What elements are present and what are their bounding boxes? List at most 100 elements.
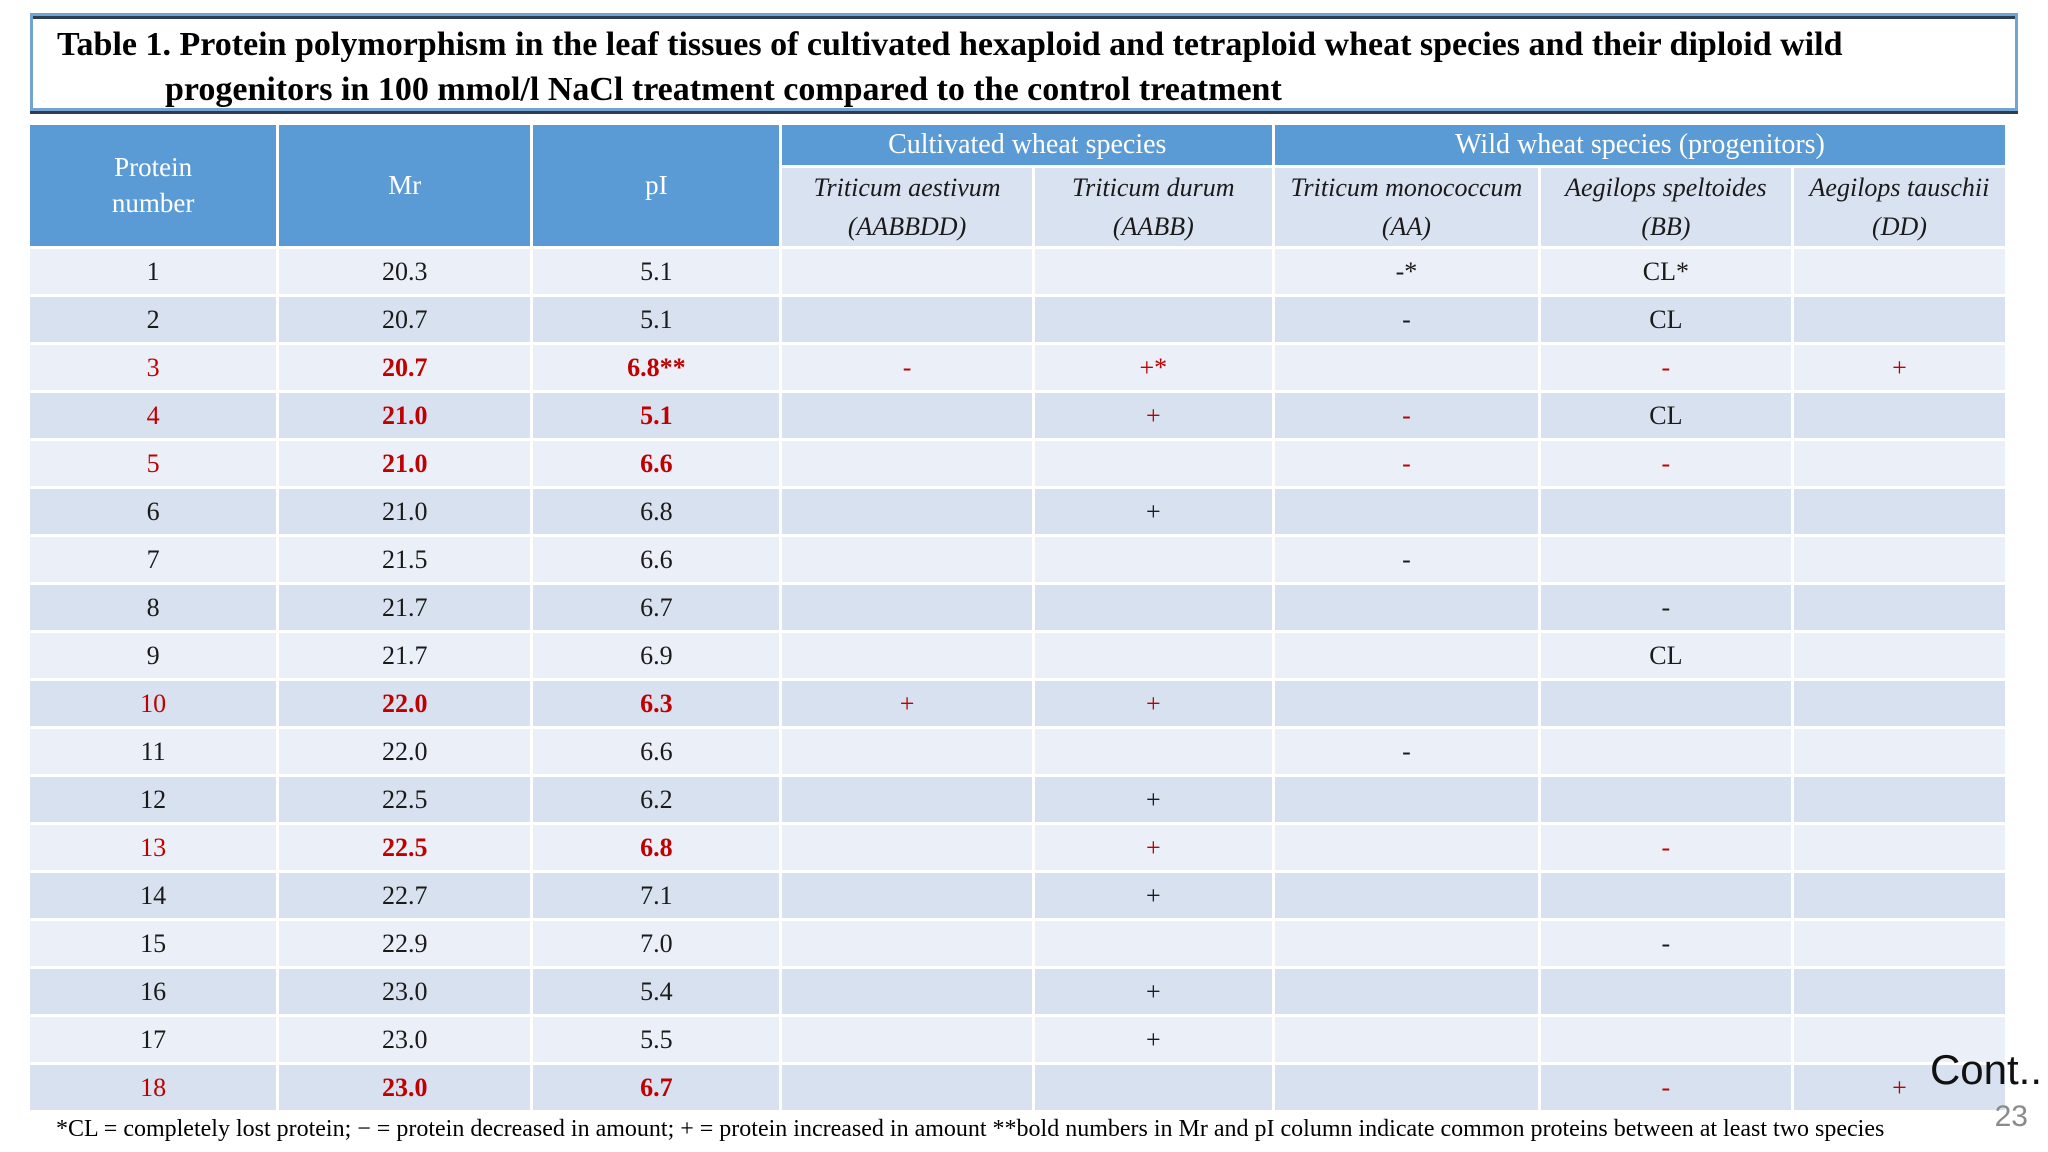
- tauschii-cell: [1793, 777, 2005, 822]
- monococcum-cell: [1275, 681, 1538, 726]
- monococcum-cell: -: [1275, 297, 1538, 342]
- mr-cell: 21.0: [279, 393, 531, 438]
- mr-cell: 21.5: [279, 537, 531, 582]
- speltoides-cell: -: [1540, 825, 1791, 870]
- speltoides-cell: [1540, 681, 1791, 726]
- mr-cell: 22.7: [279, 873, 531, 918]
- protein-number-cell: 2: [30, 297, 277, 342]
- tauschii-cell: [1793, 1017, 2005, 1062]
- durum-cell: +: [1034, 489, 1273, 534]
- tauschii-cell: [1793, 297, 2005, 342]
- speltoides-cell: -: [1540, 345, 1791, 390]
- monococcum-cell: [1275, 873, 1538, 918]
- durum-cell: [1034, 729, 1273, 774]
- mr-cell: 20.7: [279, 345, 531, 390]
- protein-number-cell: 6: [30, 489, 277, 534]
- speltoides-cell: -: [1540, 441, 1791, 486]
- speltoides-cell: CL*: [1540, 249, 1791, 294]
- durum-cell: +: [1034, 393, 1273, 438]
- speltoides-cell: [1540, 873, 1791, 918]
- table-row: 4 21.0 5.1 + - CL: [30, 393, 2005, 438]
- pi-cell: 6.2: [533, 777, 780, 822]
- speltoides-cell: -: [1540, 585, 1791, 630]
- species-genome: (BB): [1641, 212, 1691, 241]
- tauschii-cell: [1793, 249, 2005, 294]
- pi-cell: 5.1: [533, 297, 780, 342]
- protein-number-cell: 12: [30, 777, 277, 822]
- table-title-line1: Table 1. Protein polymorphism in the lea…: [57, 26, 1843, 63]
- group-header-cultivated: Cultivated wheat species: [782, 125, 1273, 165]
- table-row: 14 22.7 7.1 +: [30, 873, 2005, 918]
- tauschii-cell: [1793, 969, 2005, 1014]
- col-header-mr: Mr: [279, 125, 531, 246]
- aestivum-cell: [782, 249, 1032, 294]
- table-row: 13 22.5 6.8 + -: [30, 825, 2005, 870]
- monococcum-cell: -*: [1275, 249, 1538, 294]
- table-title: Table 1. Protein polymorphism in the lea…: [33, 16, 2015, 113]
- durum-cell: +: [1034, 825, 1273, 870]
- aestivum-cell: [782, 633, 1032, 678]
- monococcum-cell: -: [1275, 729, 1538, 774]
- speltoides-cell: [1540, 729, 1791, 774]
- protein-number-cell: 14: [30, 873, 277, 918]
- mr-cell: 21.7: [279, 633, 531, 678]
- table-row: 8 21.7 6.7 -: [30, 585, 2005, 630]
- col-header-triticum-monococcum: Triticum monococcum (AA): [1275, 168, 1538, 246]
- durum-cell: [1034, 585, 1273, 630]
- durum-cell: +: [1034, 681, 1273, 726]
- table-row: 16 23.0 5.4 +: [30, 969, 2005, 1014]
- protein-number-cell: 17: [30, 1017, 277, 1062]
- protein-number-cell: 11: [30, 729, 277, 774]
- durum-cell: [1034, 1065, 1273, 1110]
- footnote: *CL = completely lost protein; − = prote…: [56, 1116, 1885, 1142]
- protein-number-cell: 8: [30, 585, 277, 630]
- continued-label: Cont..: [1929, 1046, 2042, 1093]
- monococcum-cell: [1275, 585, 1538, 630]
- monococcum-cell: [1275, 345, 1538, 390]
- mr-cell: 21.0: [279, 489, 531, 534]
- mr-cell: 22.0: [279, 681, 531, 726]
- monococcum-cell: [1275, 825, 1538, 870]
- species-genome: (AABBDD): [847, 212, 967, 241]
- durum-cell: +: [1034, 1017, 1273, 1062]
- col-header-aegilops-tauschii: Aegilops tauschii (DD): [1793, 168, 2005, 246]
- tauschii-cell: [1793, 729, 2005, 774]
- pi-cell: 6.9: [533, 633, 780, 678]
- speltoides-cell: -: [1540, 1065, 1791, 1110]
- monococcum-cell: [1275, 777, 1538, 822]
- mr-cell: 20.3: [279, 249, 531, 294]
- mr-cell: 20.7: [279, 297, 531, 342]
- col-header-triticum-durum: Triticum durum (AABB): [1034, 168, 1273, 246]
- group-header-wild: Wild wheat species (progenitors): [1275, 125, 2005, 165]
- species-genome: (AABB): [1112, 212, 1194, 241]
- protein-number-cell: 18: [30, 1065, 277, 1110]
- durum-cell: [1034, 249, 1273, 294]
- protein-number-cell: 10: [30, 681, 277, 726]
- aestivum-cell: [782, 873, 1032, 918]
- mr-cell: 23.0: [279, 969, 531, 1014]
- table-row: 10 22.0 6.3 + +: [30, 681, 2005, 726]
- table-row: 5 21.0 6.6 - -: [30, 441, 2005, 486]
- table-row: 15 22.9 7.0 -: [30, 921, 2005, 966]
- mr-cell: 22.5: [279, 777, 531, 822]
- table-row: 3 20.7 6.8** - +* - +: [30, 345, 2005, 390]
- pi-cell: 5.5: [533, 1017, 780, 1062]
- pi-cell: 6.8**: [533, 345, 780, 390]
- aestivum-cell: [782, 777, 1032, 822]
- pi-cell: 5.1: [533, 249, 780, 294]
- group-header-row: Protein number Mr pI Cultivated wheat sp…: [30, 125, 2005, 246]
- monococcum-cell: -: [1275, 393, 1538, 438]
- tauschii-cell: [1793, 489, 2005, 534]
- protein-number-cell: 5: [30, 441, 277, 486]
- page-number: 23: [1994, 1100, 2028, 1133]
- table-row: 18 23.0 6.7 - +: [30, 1065, 2005, 1110]
- tauschii-cell: +: [1793, 1065, 2005, 1110]
- speltoides-cell: CL: [1540, 633, 1791, 678]
- table-row: 11 22.0 6.6 -: [30, 729, 2005, 774]
- table-row: 17 23.0 5.5 +: [30, 1017, 2005, 1062]
- mr-cell: 22.0: [279, 729, 531, 774]
- pi-cell: 6.7: [533, 585, 780, 630]
- species-name: Aegilops tauschii: [1809, 173, 1990, 202]
- table-row: 6 21.0 6.8 +: [30, 489, 2005, 534]
